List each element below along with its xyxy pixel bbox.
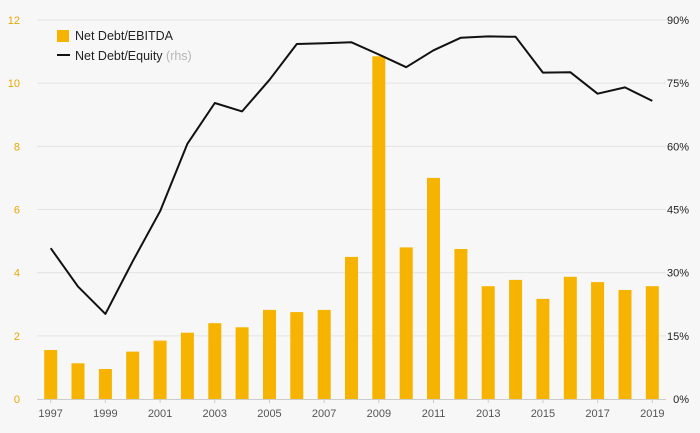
x-tick-label: 2015: [531, 408, 555, 420]
x-tick-label: 2009: [367, 408, 391, 420]
right-tick-label: 45%: [667, 205, 689, 217]
x-tick-label: 1997: [38, 408, 62, 420]
x-tick-label: 1999: [93, 408, 117, 420]
legend-label-net-debt-equity: Net Debt/Equity: [75, 49, 163, 63]
right-tick-label: 75%: [667, 78, 689, 90]
bar: [454, 249, 468, 399]
bar: [153, 340, 167, 399]
bar: [180, 332, 194, 399]
bar: [563, 276, 577, 399]
bar: [509, 279, 523, 399]
bar: [536, 298, 550, 399]
bar: [591, 282, 605, 399]
x-tick-label: 2011: [422, 408, 446, 420]
bar: [399, 247, 413, 399]
bar: [618, 290, 632, 399]
bar: [71, 363, 85, 399]
x-tick-label: 2017: [585, 408, 609, 420]
right-tick-label: 0%: [673, 394, 689, 406]
bar: [290, 312, 304, 399]
left-tick-label: 0: [14, 394, 20, 406]
legend-label-net-debt-equity-group: Net Debt/Equity (rhs): [75, 49, 192, 63]
left-tick-label: 10: [8, 78, 20, 90]
bar: [481, 286, 495, 399]
bar: [317, 309, 331, 399]
legend-label-net-debt-ebitda: Net Debt/EBITDA: [75, 29, 174, 43]
bar: [345, 256, 358, 399]
right-axis-ticks: 0% 15% 30% 45% 60% 75% 90%: [667, 15, 689, 406]
legend: Net Debt/EBITDA Net Debt/Equity (rhs): [57, 29, 192, 63]
x-tick-label: 2019: [640, 408, 664, 420]
right-tick-label: 15%: [667, 331, 689, 343]
left-tick-label: 12: [8, 15, 20, 27]
bar: [44, 350, 58, 399]
x-tick-label: 2007: [312, 408, 336, 420]
x-tick-label: 2013: [476, 408, 500, 420]
right-tick-label: 60%: [667, 141, 689, 153]
bar: [427, 177, 440, 399]
bar: [372, 56, 386, 400]
gridlines: [37, 19, 666, 337]
bar: [645, 286, 659, 399]
bar: [98, 369, 112, 399]
line-series-net-debt-equity: [49, 35, 653, 315]
x-tick-label: 2005: [257, 408, 281, 420]
legend-rhs-note: (rhs): [166, 49, 192, 63]
left-tick-label: 6: [14, 205, 20, 217]
left-tick-label: 2: [14, 331, 20, 343]
left-tick-label: 8: [14, 141, 20, 153]
bar: [263, 309, 276, 399]
x-tick-label: 2003: [203, 408, 227, 420]
right-tick-label: 30%: [667, 268, 689, 280]
x-axis-ticks: 1997 1999 2001 2003 2005 2007 2009 2011 2013 2015…: [38, 399, 665, 420]
x-tick-label: 2001: [148, 408, 172, 420]
bar-series-net-debt-ebitda: [44, 56, 659, 400]
left-tick-label: 4: [14, 268, 20, 280]
bar: [208, 323, 222, 399]
legend-swatch-net-debt-ebitda: [57, 30, 69, 42]
left-axis-ticks: 0 2 4 6 8 10 12: [8, 15, 20, 406]
bar: [126, 351, 140, 399]
right-tick-label: 90%: [667, 15, 689, 27]
bar: [235, 327, 249, 399]
